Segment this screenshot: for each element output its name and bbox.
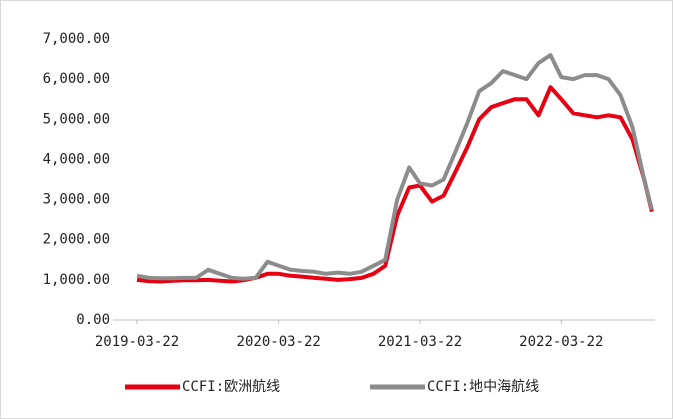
y-tick-label: 1,000.00 xyxy=(43,272,110,288)
y-tick-label: 0.00 xyxy=(76,312,110,328)
y-tick-label: 3,000.00 xyxy=(43,192,110,208)
y-tick-label: 6,000.00 xyxy=(43,71,110,87)
legend-label: CCFI:欧洲航线 xyxy=(182,379,280,395)
series-line xyxy=(136,53,654,281)
legend-label: CCFI:地中海航线 xyxy=(427,379,539,395)
y-tick-label: 4,000.00 xyxy=(43,151,110,167)
x-tick-label: 2020-03-22 xyxy=(237,334,321,350)
series-line xyxy=(136,85,654,284)
y-tick-label: 2,000.00 xyxy=(43,232,110,248)
x-tick-label: 2021-03-22 xyxy=(378,334,462,350)
y-tick-label: 5,000.00 xyxy=(43,111,110,127)
x-tick-label: 2022-03-22 xyxy=(519,334,603,350)
y-tick-label: 7,000.00 xyxy=(43,31,110,47)
x-tick-label: 2019-03-22 xyxy=(95,334,179,350)
